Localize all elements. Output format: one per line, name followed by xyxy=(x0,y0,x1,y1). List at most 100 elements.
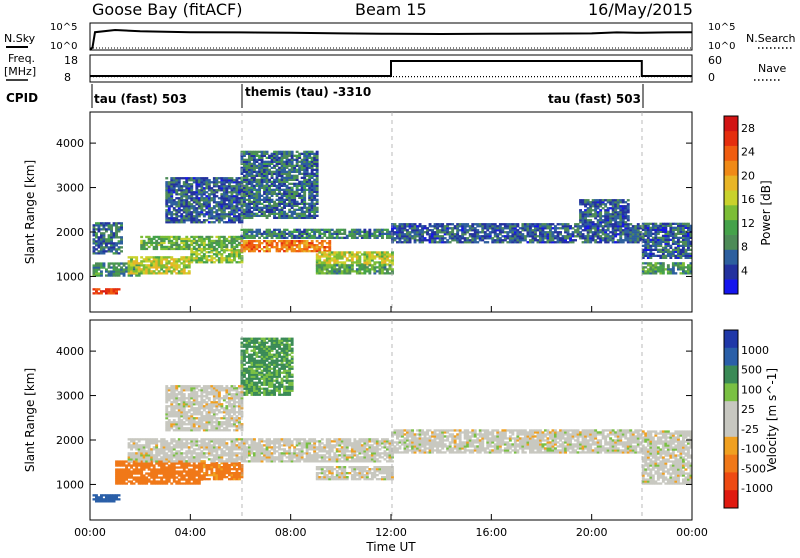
heatmap-cell xyxy=(494,239,497,241)
heatmap-cell xyxy=(404,237,407,239)
heatmap-cell xyxy=(243,163,246,165)
heatmap-cell xyxy=(98,500,101,502)
heatmap-cell xyxy=(283,213,286,215)
heatmap-cell xyxy=(584,229,587,231)
heatmap-cell xyxy=(98,252,101,254)
heatmap-cell xyxy=(685,249,688,251)
heatmap-cell xyxy=(133,470,136,472)
heatmap-cell xyxy=(195,197,198,199)
heatmap-cell xyxy=(291,213,294,215)
heatmap-cell xyxy=(637,229,640,231)
heatmap-cell xyxy=(153,242,156,244)
heatmap-cell xyxy=(336,229,339,231)
heatmap-cell xyxy=(303,237,306,239)
heatmap-cell xyxy=(389,264,392,266)
heatmap-cell xyxy=(567,225,570,227)
heatmap-cell xyxy=(469,239,472,241)
heatmap-cell xyxy=(303,151,306,153)
heatmap-cell xyxy=(582,217,585,219)
heatmap-cell xyxy=(241,237,244,239)
heatmap-cell xyxy=(491,223,494,225)
heatmap-cell xyxy=(231,181,234,183)
heatmap-cell xyxy=(617,215,620,217)
heatmap-cell xyxy=(263,185,266,187)
heatmap-cell xyxy=(404,223,407,225)
heatmap-cell xyxy=(210,181,213,183)
heatmap-cell xyxy=(256,193,259,195)
heatmap-cell xyxy=(243,211,246,213)
heatmap-cell xyxy=(263,231,266,233)
heatmap-cell xyxy=(178,189,181,191)
heatmap-cell xyxy=(614,209,617,211)
heatmap-cell xyxy=(95,264,98,266)
heatmap-cell xyxy=(108,500,111,502)
heatmap-cell xyxy=(602,215,605,217)
heatmap-cell xyxy=(612,233,615,235)
heatmap-cell xyxy=(203,246,206,248)
heatmap-cell xyxy=(316,229,319,231)
heatmap-cell xyxy=(155,246,158,248)
heatmap-cell xyxy=(223,203,226,205)
heatmap-cell xyxy=(175,189,178,191)
heatmap-cell xyxy=(266,248,269,250)
heatmap-cell xyxy=(195,464,198,466)
heatmap-cell xyxy=(549,227,552,229)
heatmap-cell xyxy=(253,244,256,246)
heatmap-cell xyxy=(303,159,306,161)
heatmap-cell xyxy=(296,217,299,219)
heatmap-cell xyxy=(602,239,605,241)
heatmap-cell xyxy=(113,222,116,224)
heatmap-cell xyxy=(225,468,228,470)
heatmap-cell xyxy=(348,235,351,237)
heatmap-cell xyxy=(138,480,141,482)
heatmap-cell xyxy=(205,183,208,185)
heatmap-cell xyxy=(486,235,489,237)
heatmap-cell xyxy=(185,209,188,211)
heatmap-cell xyxy=(301,163,304,165)
heatmap-cell xyxy=(589,223,592,225)
heatmap-cell xyxy=(577,233,580,235)
heatmap-cell xyxy=(366,235,369,237)
heatmap-cell xyxy=(288,191,291,193)
heatmap-cell xyxy=(200,259,203,261)
heatmap-cell xyxy=(278,235,281,237)
heatmap-cell xyxy=(130,438,133,440)
heatmap-cell xyxy=(311,181,314,183)
heatmap-cell xyxy=(256,213,259,215)
heatmap-cell xyxy=(233,217,236,219)
heatmap-cell xyxy=(165,268,168,270)
heatmap-cell xyxy=(243,237,246,239)
heatmap-cell xyxy=(659,237,662,239)
heatmap-cell xyxy=(346,251,349,253)
heatmap-cell xyxy=(231,468,234,470)
heatmap-cell xyxy=(93,264,96,266)
heatmap-cell xyxy=(243,171,246,173)
heatmap-cell xyxy=(358,255,361,257)
heatmap-cell xyxy=(185,480,188,482)
heatmap-cell xyxy=(208,251,211,253)
heatmap-cell xyxy=(231,187,234,189)
heatmap-cell xyxy=(687,227,690,229)
heatmap-cell xyxy=(451,233,454,235)
heatmap-cell xyxy=(165,187,168,189)
heatmap-cell xyxy=(120,472,123,474)
heatmap-cell xyxy=(268,197,271,199)
heatmap-cell xyxy=(228,181,231,183)
heatmap-cell xyxy=(193,181,196,183)
heatmap-cell xyxy=(175,238,178,240)
heatmap-cell xyxy=(128,462,131,464)
heatmap-cell xyxy=(185,191,188,193)
heatmap-cell xyxy=(281,183,284,185)
heatmap-cell xyxy=(183,256,186,258)
heatmap-cell xyxy=(464,233,467,235)
heatmap-cell xyxy=(283,151,286,153)
heatmap-cell xyxy=(607,217,610,219)
heatmap-cell xyxy=(155,264,158,266)
heatmap-cell xyxy=(115,232,118,234)
heatmap-cell xyxy=(654,270,657,272)
heatmap-cell xyxy=(409,231,412,233)
heatmap-cell xyxy=(273,217,276,219)
heatmap-cell xyxy=(138,268,141,270)
heatmap-cell xyxy=(185,189,188,191)
heatmap-cell xyxy=(391,259,394,261)
